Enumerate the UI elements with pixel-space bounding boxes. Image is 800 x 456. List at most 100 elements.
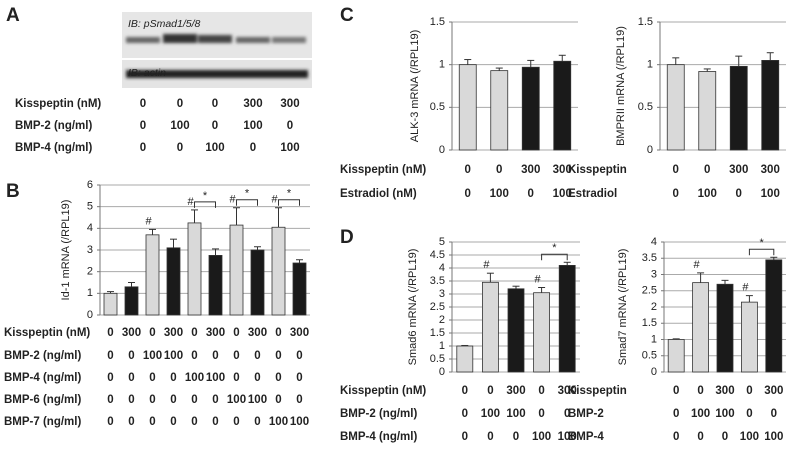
condition-value: 0 xyxy=(673,408,679,420)
condition-value: 0 xyxy=(140,120,146,132)
y-tick-label: 3.5 xyxy=(642,252,657,264)
bar xyxy=(166,247,181,316)
bracket xyxy=(748,248,775,256)
condition-value: 0 xyxy=(296,372,302,384)
condition-value: 300 xyxy=(761,164,780,176)
condition-label: Kisspeptin (nM) xyxy=(340,164,426,176)
condition-value: 0 xyxy=(233,372,239,384)
y-tick-label: 0.5 xyxy=(430,353,445,365)
condition-value: 0 xyxy=(704,164,710,176)
bracket-label: * xyxy=(287,188,292,200)
condition-value: 0 xyxy=(140,98,146,110)
condition-label: BMP-2 xyxy=(568,408,604,420)
condition-value: 100 xyxy=(280,142,299,154)
bracket-label: * xyxy=(245,188,250,200)
condition-label: BMP-4 (ng/ml) xyxy=(340,431,417,443)
condition-value: 100 xyxy=(290,416,309,428)
significance-marker: # xyxy=(229,194,236,206)
bar xyxy=(124,286,139,316)
panel-label: D xyxy=(340,227,354,248)
panel-label: A xyxy=(6,5,20,26)
bracket-label: * xyxy=(552,242,557,254)
blot-label: IB: pSmad1/5/8 xyxy=(128,18,201,30)
condition-value: 300 xyxy=(715,385,734,397)
significance-marker: # xyxy=(271,194,278,206)
y-tick-label: 2 xyxy=(87,266,93,278)
condition-value: 0 xyxy=(170,416,176,428)
y-tick-label: 1.5 xyxy=(430,327,445,339)
condition-value: 300 xyxy=(248,327,267,339)
condition-value: 0 xyxy=(107,416,113,428)
bar xyxy=(716,283,734,373)
y-tick-label: 5 xyxy=(439,236,445,248)
condition-value: 100 xyxy=(740,431,759,443)
condition-value: 0 xyxy=(233,327,239,339)
significance-marker: # xyxy=(187,196,194,208)
significance-marker: # xyxy=(145,215,152,227)
condition-value: 0 xyxy=(746,385,752,397)
condition-value: 0 xyxy=(107,327,113,339)
significance-marker: # xyxy=(535,273,542,285)
condition-value: 0 xyxy=(107,394,113,406)
condition-value: 0 xyxy=(140,142,146,154)
condition-value: 0 xyxy=(296,394,302,406)
condition-label: BMP-4 (ng/ml) xyxy=(4,372,81,384)
y-tick-label: 3 xyxy=(87,244,93,256)
condition-value: 300 xyxy=(553,164,572,176)
condition-value: 0 xyxy=(275,327,281,339)
condition-value: 0 xyxy=(746,408,752,420)
y-tick-label: 0.5 xyxy=(642,350,657,362)
condition-label: BMP-4 xyxy=(568,431,604,443)
condition-value: 100 xyxy=(506,408,525,420)
y-tick-label: 2.5 xyxy=(642,285,657,297)
bar xyxy=(741,301,758,373)
y-axis-label: Smad6 mRNA (/RPL19) xyxy=(407,249,419,366)
condition-value: 0 xyxy=(254,416,260,428)
bar xyxy=(490,70,509,151)
condition-value: 100 xyxy=(558,431,577,443)
condition-value: 0 xyxy=(177,142,183,154)
bracket xyxy=(236,199,258,206)
condition-value: 0 xyxy=(697,431,703,443)
condition-value: 100 xyxy=(143,350,162,362)
condition-value: 0 xyxy=(212,98,218,110)
y-tick-label: 6 xyxy=(87,179,93,191)
condition-value: 0 xyxy=(170,394,176,406)
condition-value: 0 xyxy=(275,372,281,384)
condition-value: 300 xyxy=(290,327,309,339)
condition-value: 0 xyxy=(673,164,679,176)
y-tick-label: 0 xyxy=(647,144,653,156)
y-tick-label: 2 xyxy=(651,301,657,313)
condition-value: 0 xyxy=(233,350,239,362)
condition-label: BMP-2 (ng/ml) xyxy=(340,408,417,420)
condition-value: 0 xyxy=(107,350,113,362)
bar xyxy=(292,262,307,316)
condition-value: 100 xyxy=(715,408,734,420)
panel-label: C xyxy=(340,5,354,26)
bar xyxy=(761,60,780,151)
condition-value: 0 xyxy=(296,350,302,362)
condition-value: 0 xyxy=(107,372,113,384)
y-tick-label: 3 xyxy=(651,268,657,280)
y-tick-label: 0.5 xyxy=(638,101,653,113)
condition-value: 0 xyxy=(212,350,218,362)
condition-label: BMP-6 (ng/ml) xyxy=(4,394,81,406)
condition-value: 0 xyxy=(149,327,155,339)
condition-value: 0 xyxy=(538,385,544,397)
condition-value: 100 xyxy=(185,372,204,384)
bracket xyxy=(194,201,216,208)
condition-value: 0 xyxy=(287,120,293,132)
bar xyxy=(103,292,118,316)
y-tick-label: 1.5 xyxy=(642,317,657,329)
bar xyxy=(698,71,717,151)
condition-value: 0 xyxy=(673,431,679,443)
condition-value: 0 xyxy=(538,408,544,420)
y-tick-label: 1 xyxy=(651,333,657,345)
bracket-label: * xyxy=(759,237,764,249)
condition-value: 0 xyxy=(462,408,468,420)
condition-value: 100 xyxy=(243,120,262,132)
condition-label: Kisspeptin (nM) xyxy=(4,327,90,339)
condition-value: 0 xyxy=(254,372,260,384)
y-tick-label: 0 xyxy=(87,309,93,321)
